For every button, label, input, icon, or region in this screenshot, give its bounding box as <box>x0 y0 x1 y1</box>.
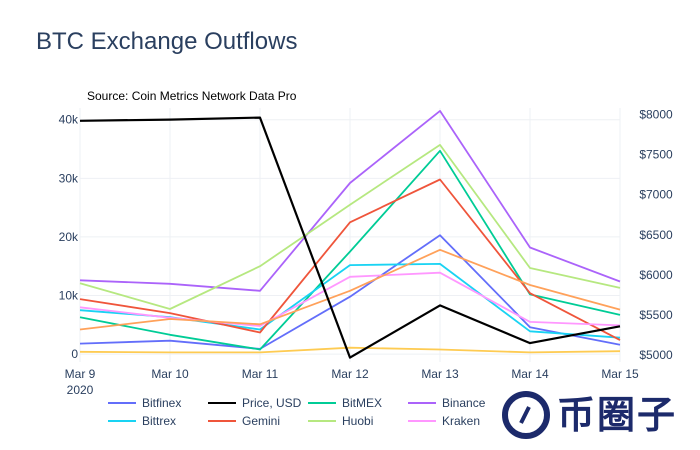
legend-label: Price, USD <box>242 396 302 410</box>
x-axis-tick-label: Mar 11 <box>242 367 279 381</box>
series-line-kraken <box>79 271 621 327</box>
right-axis-tick-label: $6000 <box>639 268 673 282</box>
legend-label: Gemini <box>242 414 280 428</box>
left-axis-tick-label: 10k <box>59 289 79 303</box>
right-axis-tick-label: $5000 <box>639 348 673 362</box>
series-line-coinbase <box>79 248 621 331</box>
grid-lines <box>79 108 621 362</box>
legend-label: Binance <box>442 396 486 410</box>
series-line-price-usd <box>79 116 621 359</box>
legend-item-kraken[interactable]: Kraken <box>408 414 480 428</box>
series-line-poloniex <box>79 346 621 354</box>
legend-label: Bitfinex <box>142 396 181 410</box>
right-axis-tick-label: $7000 <box>639 188 673 202</box>
legend-item-binance[interactable]: Binance <box>408 396 486 410</box>
legend-label: Kraken <box>442 414 480 428</box>
page-title: BTC Exchange Outflows <box>36 28 298 55</box>
right-axis-ticks: $5000 $5500 $6000 $6500 $7000 $7500 $8000 <box>639 107 673 362</box>
watermark-text: 币圈子 <box>557 393 678 437</box>
watermark-logo-icon <box>502 391 550 439</box>
x-axis-tick-label: Mar 13 <box>421 367 459 381</box>
series-line-bitfinex <box>79 234 621 350</box>
legend-item-gemini[interactable]: Gemini <box>208 414 280 428</box>
right-axis-tick-label: $7500 <box>639 148 673 162</box>
x-axis-tick-label: Mar 10 <box>151 367 189 381</box>
legend-label: Bittrex <box>142 414 176 428</box>
left-axis-tick-label: 30k <box>59 171 79 185</box>
x-axis-tick-label: Mar 14 <box>511 367 549 381</box>
series-line-bitmex <box>79 149 621 351</box>
legend-item-huobi[interactable]: Huobi <box>308 414 373 428</box>
legend-label: Huobi <box>342 414 373 428</box>
legend-item-bitmex[interactable]: BitMEX <box>308 396 382 410</box>
legend-item-bitfinex[interactable]: Bitfinex <box>108 396 181 410</box>
source-annotation: Source: Coin Metrics Network Data Pro <box>87 89 297 103</box>
series-line-huobi <box>79 143 621 310</box>
series-line-binance <box>79 110 621 292</box>
left-axis-tick-label: 0 <box>71 347 78 361</box>
left-axis-ticks: 0 10k 20k 30k 40k <box>59 113 79 361</box>
legend-item-price-usd[interactable]: Price, USD <box>208 396 302 410</box>
x-axis-ticks: Mar 9 Mar 10 Mar 11 Mar 12 Mar 13 Mar 14 Mar 1… <box>65 367 639 397</box>
right-axis-tick-label: $8000 <box>639 107 673 121</box>
legend-item-bittrex[interactable]: Bittrex <box>108 414 176 428</box>
legend: Bitfinex Price, USD BitMEX Binance Bittrex Ge… <box>108 396 486 428</box>
x-axis-tick-label: Mar 12 <box>331 367 369 381</box>
series-line-gemini <box>79 178 621 341</box>
left-axis-tick-label: 20k <box>59 230 79 244</box>
right-axis-tick-label: $6500 <box>639 228 673 242</box>
left-axis-tick-label: 40k <box>59 113 79 127</box>
watermark: 币圈子 <box>487 380 700 450</box>
legend-label: BitMEX <box>342 396 382 410</box>
series-lines <box>79 110 621 359</box>
x-axis-tick-label: Mar 15 <box>601 367 639 381</box>
right-axis-tick-label: $5500 <box>639 308 673 322</box>
x-axis-year-label: 2020 <box>67 383 94 397</box>
x-axis-tick-label: Mar 9 <box>65 367 96 381</box>
